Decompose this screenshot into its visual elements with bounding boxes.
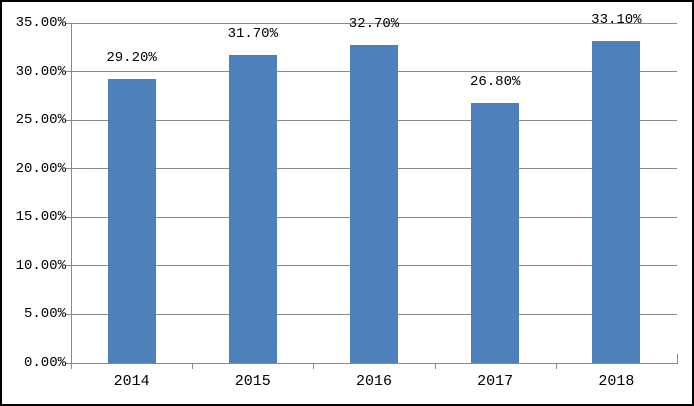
x-axis-label-2017: 2017: [477, 373, 514, 390]
y-axis-tick-label: 25.00%: [15, 112, 66, 129]
y-axis-tick: [66, 313, 71, 315]
y-axis-tick: [66, 119, 71, 121]
data-label-2016: 32.70%: [348, 16, 400, 33]
bar-2016: [350, 45, 398, 363]
y-axis-tick-label: 0.00%: [23, 355, 66, 371]
data-label-2018: 33.10%: [591, 12, 642, 29]
y-axis-tick: [66, 362, 71, 364]
x-axis-end-tick: [677, 354, 678, 363]
data-label-2017: 26.80%: [469, 73, 521, 90]
data-label-2014: 29.20%: [106, 50, 157, 67]
y-axis-tick: [66, 216, 71, 218]
bar-2014: [107, 79, 156, 363]
y-axis-tick: [66, 22, 71, 24]
y-axis-tick-label: 5.00%: [23, 306, 66, 323]
x-axis-label-2014: 2014: [113, 373, 150, 390]
x-axis-label-2015: 2015: [234, 373, 271, 390]
y-axis-tick: [66, 71, 71, 73]
x-axis-tick: [555, 364, 557, 369]
x-axis-label-2016: 2016: [355, 373, 392, 390]
y-axis-tick-label: 10.00%: [15, 257, 66, 274]
y-axis-tick: [66, 168, 71, 170]
y-axis-line: [71, 23, 72, 363]
x-axis-tick: [434, 364, 436, 369]
x-axis-line: [71, 363, 678, 364]
x-axis-tick: [71, 364, 72, 369]
bar-2017: [471, 102, 520, 363]
bar-2015: [228, 55, 277, 363]
gridline: [71, 22, 677, 24]
y-axis-tick-label: 15.00%: [15, 209, 66, 226]
y-axis-tick: [66, 265, 71, 267]
x-axis-tick: [192, 364, 194, 369]
x-axis-tick: [313, 364, 315, 369]
bar-2018: [592, 41, 641, 363]
data-label-2015: 31.70%: [227, 26, 278, 43]
y-axis-tick-label: 30.00%: [15, 63, 66, 80]
y-axis-tick-label: 20.00%: [15, 160, 66, 177]
x-axis-label-2018: 2018: [598, 373, 635, 390]
y-axis-tick-label: 35.00%: [15, 15, 66, 31]
